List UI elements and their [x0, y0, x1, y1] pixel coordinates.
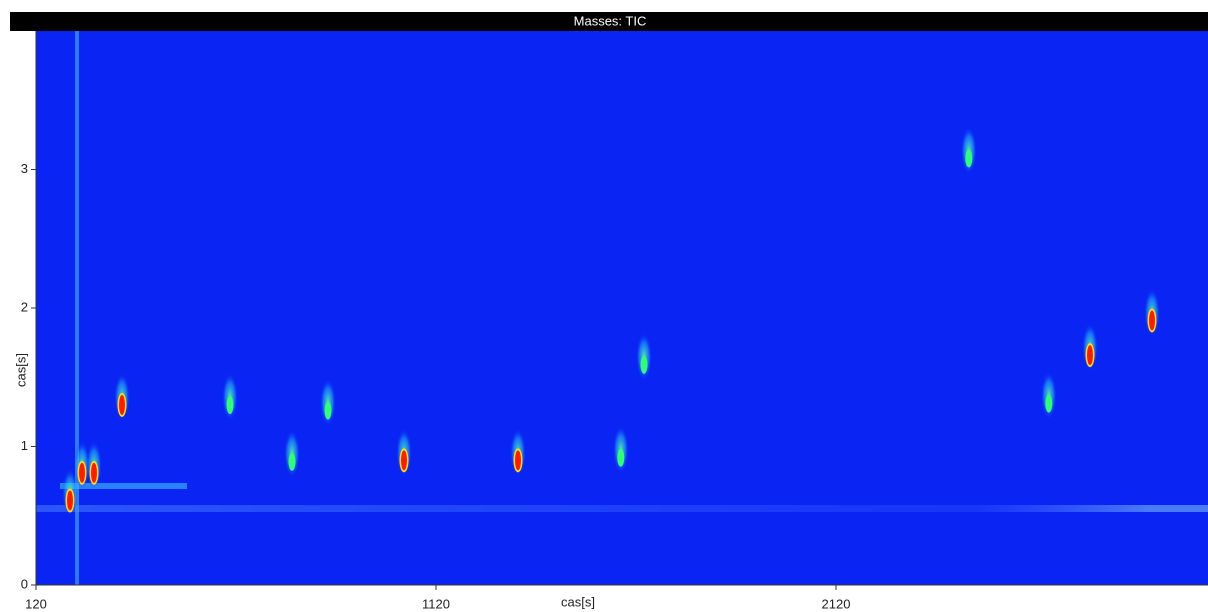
peak: [1087, 345, 1093, 366]
peak: [91, 462, 97, 483]
peak: [119, 394, 125, 415]
peak: [965, 149, 973, 168]
y-tick-label: 1: [21, 438, 28, 453]
solvent-tail: [60, 483, 187, 489]
solvent-streak: [75, 31, 79, 585]
peak: [324, 401, 332, 420]
peak: [288, 452, 296, 471]
x-tick-label: 2120: [822, 596, 851, 611]
x-tick-label: 1120: [422, 596, 450, 611]
chart-title: Masses: TIC: [574, 13, 647, 28]
peak: [640, 355, 648, 374]
y-axis-label: cas[s]: [13, 353, 28, 387]
y-tick-label: 2: [21, 299, 28, 314]
peak: [1045, 394, 1053, 413]
peak: [515, 450, 521, 471]
plot-area: [36, 31, 1208, 585]
x-axis-label: cas[s]: [561, 594, 595, 609]
peak: [401, 450, 407, 471]
baseline-band: [36, 505, 1208, 512]
title-bar: [10, 12, 1208, 31]
peak: [67, 490, 73, 511]
peak: [79, 462, 85, 483]
y-tick-label: 0: [21, 576, 28, 591]
y-tick-label: 3: [21, 161, 28, 176]
x-tick-label: 120: [25, 596, 47, 611]
peak: [226, 395, 234, 414]
peak: [1149, 310, 1155, 331]
peak: [617, 448, 625, 467]
